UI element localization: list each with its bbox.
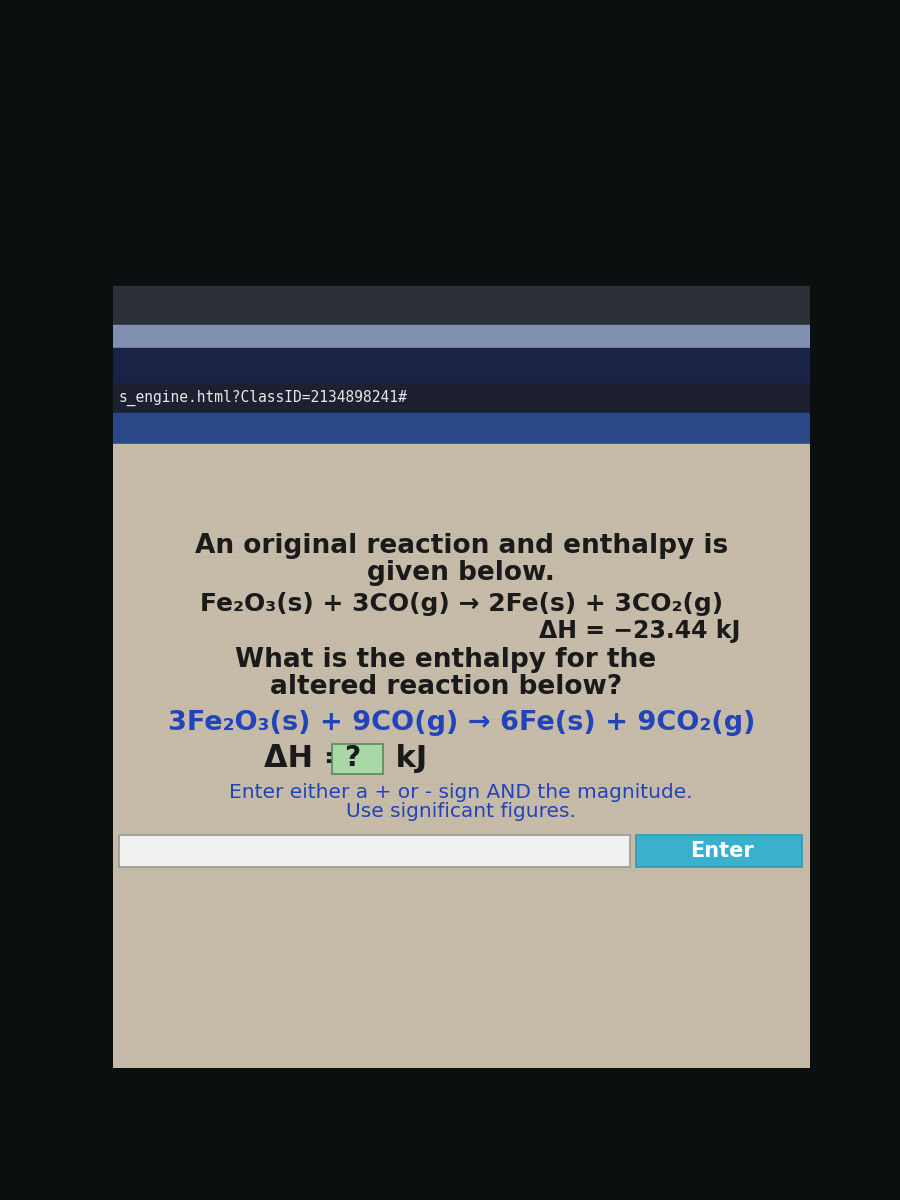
Text: s_engine.html?ClassID=2134898241#: s_engine.html?ClassID=2134898241# xyxy=(119,390,408,407)
Bar xyxy=(112,325,810,348)
Text: Use significant figures.: Use significant figures. xyxy=(346,802,576,821)
Bar xyxy=(112,144,810,287)
Text: An original reaction and enthalpy is: An original reaction and enthalpy is xyxy=(194,533,728,559)
Bar xyxy=(112,348,810,383)
Bar xyxy=(112,444,810,1068)
Bar xyxy=(112,287,810,325)
Text: Fe₂O₃(s) + 3CO(g) → 2Fe(s) + 3CO₂(g): Fe₂O₃(s) + 3CO(g) → 2Fe(s) + 3CO₂(g) xyxy=(200,593,723,617)
Text: given below.: given below. xyxy=(367,560,555,586)
Bar xyxy=(112,414,810,444)
FancyBboxPatch shape xyxy=(332,744,383,774)
Text: 3Fe₂O₃(s) + 9CO(g) → 6Fe(s) + 9CO₂(g): 3Fe₂O₃(s) + 9CO(g) → 6Fe(s) + 9CO₂(g) xyxy=(167,710,755,736)
FancyBboxPatch shape xyxy=(635,835,802,868)
Text: ΔH = −23.44 kJ: ΔH = −23.44 kJ xyxy=(539,619,740,643)
Text: What is the enthalpy for the: What is the enthalpy for the xyxy=(235,647,656,673)
Bar xyxy=(112,383,810,414)
Text: Enter either a + or - sign AND the magnitude.: Enter either a + or - sign AND the magni… xyxy=(230,782,693,802)
Text: kJ: kJ xyxy=(384,744,427,773)
Text: altered reaction below?: altered reaction below? xyxy=(270,674,622,700)
Text: ?: ? xyxy=(345,744,370,773)
Text: ΔH =: ΔH = xyxy=(264,744,359,773)
FancyBboxPatch shape xyxy=(119,835,630,868)
Text: Enter: Enter xyxy=(690,841,754,860)
